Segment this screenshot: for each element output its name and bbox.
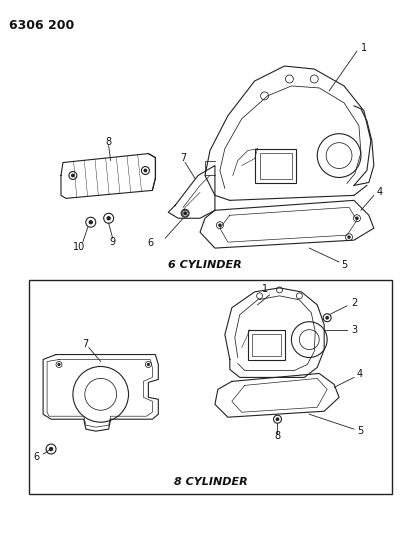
Circle shape [348, 236, 350, 238]
Circle shape [89, 221, 92, 224]
Text: 6: 6 [33, 452, 39, 462]
Text: 5: 5 [341, 260, 347, 270]
Text: 8: 8 [275, 431, 281, 441]
Bar [29, 280, 392, 494]
Text: 6: 6 [147, 238, 153, 248]
Text: 7: 7 [83, 338, 89, 349]
Circle shape [58, 364, 60, 366]
Text: 3: 3 [351, 325, 357, 335]
Text: 1: 1 [262, 284, 268, 294]
Text: 9: 9 [110, 237, 116, 247]
Bar [248, 330, 286, 360]
Bar [252, 334, 282, 356]
Circle shape [144, 169, 146, 172]
Text: 2: 2 [351, 298, 357, 308]
Circle shape [184, 212, 186, 214]
Text: 1: 1 [361, 43, 367, 53]
Circle shape [326, 317, 328, 319]
Text: 10: 10 [73, 242, 85, 252]
Circle shape [72, 174, 74, 176]
Text: 8 CYLINDER: 8 CYLINDER [173, 477, 247, 487]
Text: 6 CYLINDER: 6 CYLINDER [168, 260, 242, 270]
Circle shape [276, 418, 279, 421]
Text: 6306 200: 6306 200 [9, 19, 75, 33]
Text: 8: 8 [106, 136, 112, 147]
Text: 5: 5 [357, 426, 363, 436]
Text: 4: 4 [377, 188, 383, 197]
Circle shape [49, 448, 53, 450]
Circle shape [107, 217, 110, 220]
Circle shape [184, 212, 186, 214]
Text: 4: 4 [357, 369, 363, 379]
Text: 7: 7 [180, 152, 186, 163]
Circle shape [147, 364, 149, 366]
Bar [259, 152, 293, 180]
Bar [255, 149, 296, 183]
Circle shape [219, 224, 221, 227]
Circle shape [356, 217, 358, 219]
